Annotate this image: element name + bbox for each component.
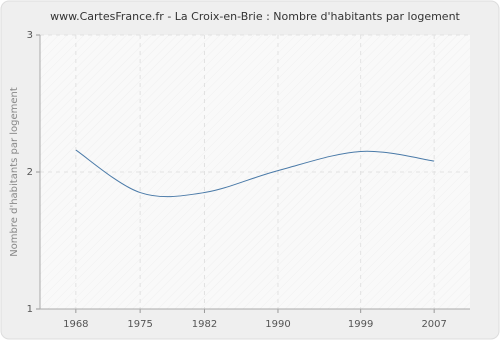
x-tick-label: 1990	[265, 319, 290, 330]
x-tick-label: 1999	[348, 319, 373, 330]
x-tick-label: 1975	[127, 319, 152, 330]
y-axis-label: Nombre d'habitants par logement	[9, 87, 20, 257]
chart-title: www.CartesFrance.fr - La Croix-en-Brie :…	[50, 10, 460, 23]
data-line	[75, 149, 435, 198]
x-tick-label: 1982	[192, 319, 217, 330]
plot-area	[40, 35, 470, 309]
y-tick-label: 3	[27, 30, 33, 41]
x-tick-label: 1968	[63, 319, 88, 330]
x-tick-label: 2007	[421, 319, 446, 330]
y-tick-label: 1	[27, 304, 33, 315]
y-tick-label: 2	[27, 167, 33, 178]
